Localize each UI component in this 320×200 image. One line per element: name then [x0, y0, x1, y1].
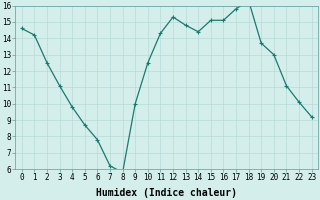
X-axis label: Humidex (Indice chaleur): Humidex (Indice chaleur) [96, 188, 237, 198]
